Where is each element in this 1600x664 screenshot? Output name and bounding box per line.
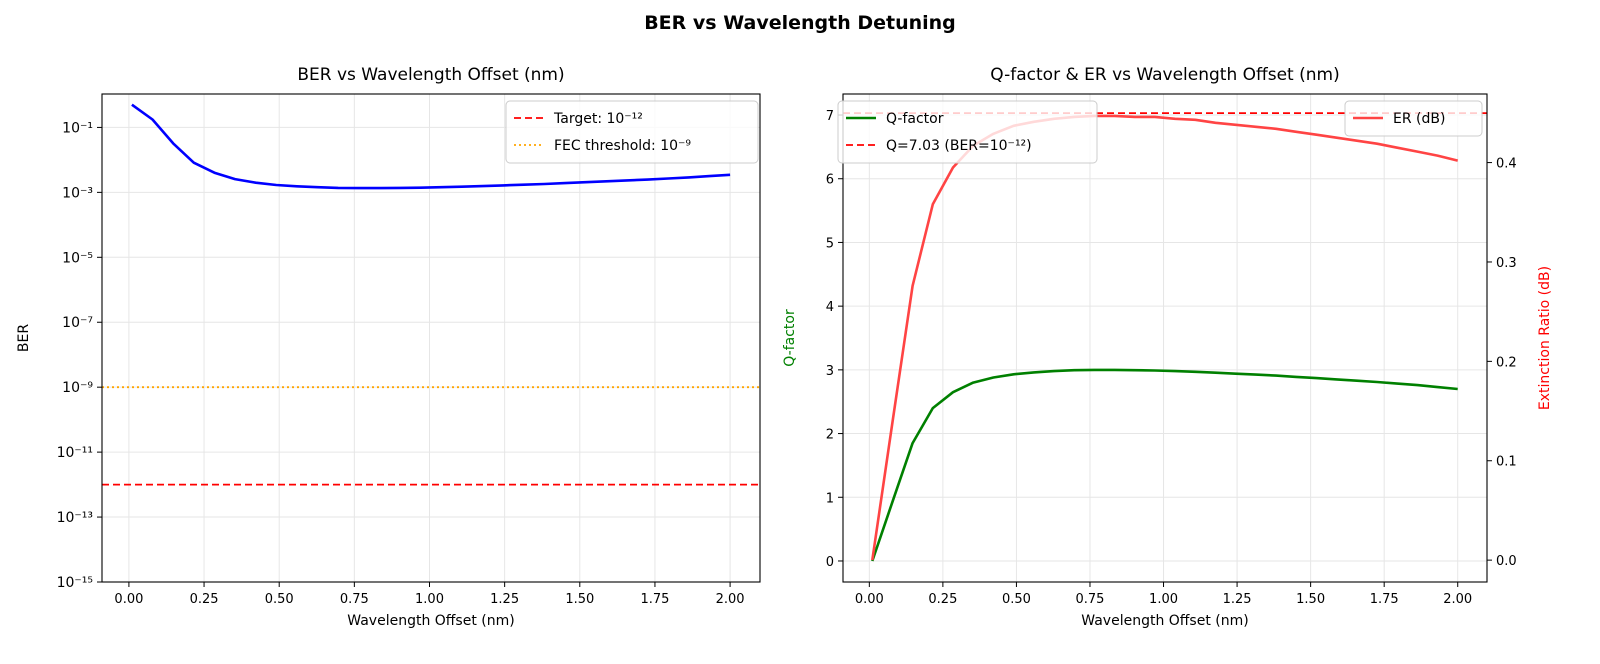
x-tick-label: 1.50 (1296, 592, 1325, 607)
y-tick-label: 6 (826, 173, 834, 188)
axes-frame (842, 93, 1488, 583)
legend-box (505, 100, 759, 164)
x-axis-label: Wavelength Offset (nm) (1081, 613, 1248, 629)
figure-title: BER vs Wavelength Detuning (644, 12, 956, 34)
subplot-title: BER vs Wavelength Offset (nm) (297, 65, 564, 85)
y-tick-label: 10⁻¹³ (57, 510, 93, 526)
legend-label: Q-factor (886, 111, 944, 127)
y-right-tick-label: 0.4 (1496, 157, 1517, 172)
y-tick-label: 10⁻⁵ (62, 250, 93, 266)
y-right-axis-label: Extinction Ratio (dB) (1537, 266, 1553, 410)
y-tick-label: 4 (826, 300, 834, 315)
legend-ber: Target: 10⁻¹² FEC threshold: 10⁻⁹ (505, 100, 759, 164)
y-tick-label: 10⁻⁹ (62, 380, 93, 396)
axes-frame (101, 93, 761, 583)
y-tick-label: 2 (826, 428, 834, 443)
y-tick-label: 3 (826, 364, 834, 379)
legend-label: Target: 10⁻¹² (553, 111, 643, 127)
legend-label: Q=7.03 (BER=10⁻¹²) (886, 138, 1032, 154)
y-tick-label: 10⁻³ (62, 185, 93, 201)
y-tick-label: 5 (826, 236, 834, 251)
legend-box (837, 100, 1098, 164)
x-tick-label: 0.75 (1076, 592, 1105, 607)
x-tick-label: 0.75 (340, 592, 369, 607)
x-axis-label: Wavelength Offset (nm) (347, 613, 514, 629)
y-right-tick-label: 0.1 (1496, 455, 1517, 470)
x-tick-label: 1.50 (565, 592, 594, 607)
subplot-title: Q-factor & ER vs Wavelength Offset (nm) (990, 65, 1339, 85)
x-tick-label: 1.75 (640, 592, 669, 607)
y-right-tick-label: 0.3 (1496, 256, 1517, 271)
legend-label: ER (dB) (1393, 111, 1445, 127)
x-tick-label: 2.00 (716, 592, 745, 607)
legend-label: FEC threshold: 10⁻⁹ (554, 138, 691, 154)
y-tick-label: 10⁻¹¹ (57, 445, 93, 461)
x-tick-label: 1.75 (1370, 592, 1399, 607)
ber-line (131, 103, 731, 190)
y-tick-label: 7 (826, 109, 834, 124)
y-tick-label: 10⁻⁷ (62, 315, 93, 331)
x-tick-label: 1.25 (490, 592, 519, 607)
legend-er: ER (dB) (1344, 100, 1483, 137)
legend-box (1344, 100, 1483, 137)
x-tick-label: 0.50 (1002, 592, 1031, 607)
x-tick-label: 0.25 (190, 592, 219, 607)
x-tick-label: 0.50 (265, 592, 294, 607)
x-tick-label: 0.25 (928, 592, 957, 607)
x-tick-label: 0.00 (855, 592, 884, 607)
y-tick-label: 10⁻¹ (62, 120, 93, 136)
x-tick-label: 1.25 (1223, 592, 1252, 607)
x-tick-label: 0.00 (114, 592, 143, 607)
y-tick-label: 10⁻¹⁵ (57, 575, 93, 591)
y-tick-label: 1 (826, 491, 834, 506)
y-right-tick-label: 0.0 (1496, 554, 1517, 569)
subplot-1: 0.00 0.25 0.50 0.75 1.00 1.25 1.50 1.75 2.00 10⁻¹… (16, 65, 761, 629)
er-line (871, 114, 1459, 561)
y-axis-label: BER (16, 324, 32, 352)
x-tick-label: 2.00 (1443, 592, 1472, 607)
x-tick-label: 1.00 (415, 592, 444, 607)
y-tick-label: 0 (826, 555, 834, 570)
y-right-tick-label: 0.2 (1496, 355, 1517, 370)
y-axis-label: Q-factor (782, 309, 798, 367)
x-tick-label: 1.00 (1149, 592, 1178, 607)
legend-q: Q-factor Q=7.03 (BER=10⁻¹²) (837, 100, 1098, 164)
q-factor-line (871, 368, 1458, 562)
